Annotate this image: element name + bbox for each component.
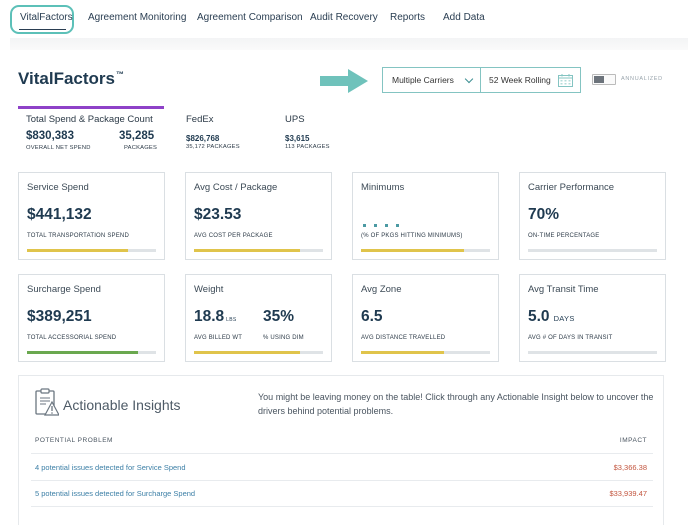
- carrier-tab-ups[interactable]: UPS: [285, 114, 305, 125]
- insight-impact-service-spend: $3,366.38: [613, 463, 647, 472]
- ups-amount: $3,615: [285, 134, 310, 143]
- pointer-arrow-icon: [320, 69, 368, 93]
- nav-item-audit-recovery[interactable]: Audit Recovery: [310, 12, 378, 23]
- card-service-spend[interactable]: Service Spend $441,132 TOTAL TRANSPORTAT…: [18, 172, 165, 260]
- column-header-impact: IMPACT: [619, 437, 647, 444]
- card-value: 5.0 DAYS: [528, 308, 575, 325]
- actionable-insights-panel: Actionable Insights You might be leaving…: [18, 375, 664, 525]
- card-carrier-performance[interactable]: Carrier Performance 70% ON-TIME PERCENTA…: [519, 172, 666, 260]
- insight-link-service-spend[interactable]: 4 potential issues detected for Service …: [35, 463, 186, 472]
- toggle-knob: [594, 76, 604, 83]
- card-progress: [194, 249, 323, 252]
- carrier-tab-fedex[interactable]: FedEx: [186, 114, 214, 125]
- card-minimums[interactable]: Minimums (% OF PKGS HITTING MINIMUMS): [352, 172, 499, 260]
- carrier-select[interactable]: Multiple Carriers: [383, 68, 481, 92]
- package-count-label: PACKAGES: [124, 145, 158, 151]
- calendar-icon[interactable]: [558, 74, 573, 87]
- card-title: Avg Zone: [361, 284, 402, 295]
- nav-item-reports[interactable]: Reports: [390, 12, 426, 23]
- card-surcharge-spend[interactable]: Surcharge Spend $389,251 TOTAL ACCESSORI…: [18, 274, 165, 362]
- top-nav: VitalFactors Agreement Monitoring Agreem…: [0, 0, 688, 38]
- period-select[interactable]: 52 Week Rolling: [489, 75, 551, 85]
- card-progress: [361, 351, 490, 354]
- insights-message: You might be leaving money on the table!…: [258, 392, 654, 416]
- card-title: Weight: [194, 284, 224, 295]
- card-title: Avg Transit Time: [528, 284, 599, 295]
- card-subtitle: (% OF PKGS HITTING MINIMUMS): [361, 233, 463, 239]
- card-avg-cost-package[interactable]: Avg Cost / Package $23.53 AVG COST PER P…: [185, 172, 332, 260]
- card-progress: [27, 249, 156, 252]
- card-progress-fill: [194, 249, 300, 252]
- divider: [31, 506, 653, 507]
- card-subtitle: TOTAL ACCESSORIAL SPEND: [27, 335, 117, 341]
- summary-active-bar: [18, 106, 164, 109]
- nav-active-underline: [19, 29, 66, 30]
- card-value: 6.5: [361, 308, 383, 325]
- card-title: Surcharge Spend: [27, 284, 101, 295]
- card-progress: [27, 351, 156, 354]
- card-progress-fill: [194, 351, 300, 354]
- nav-item-vitalfactors[interactable]: VitalFactors: [20, 12, 73, 23]
- divider: [31, 453, 653, 454]
- package-count-value: 35,285: [119, 130, 155, 142]
- card-subtitle: AVG BILLED WT: [194, 335, 243, 341]
- divider: [31, 480, 653, 481]
- net-spend-value: $830,383: [26, 130, 74, 142]
- insights-title: Actionable Insights: [63, 397, 181, 413]
- nav-item-agreement-comparison[interactable]: Agreement Comparison: [197, 12, 303, 23]
- card-subtitle: AVG DISTANCE TRAVELLED: [361, 335, 446, 341]
- header-band: [10, 38, 688, 50]
- net-spend-label: OVERALL NET SPEND: [26, 145, 91, 151]
- annualized-toggle[interactable]: [592, 74, 616, 85]
- card-value-dim: 35%: [263, 308, 295, 325]
- card-progress: [361, 249, 490, 252]
- card-avg-zone[interactable]: Avg Zone 6.5 AVG DISTANCE TRAVELLED: [352, 274, 499, 362]
- card-subtitle: TOTAL TRANSPORTATION SPEND: [27, 233, 129, 239]
- card-progress-fill: [27, 249, 128, 252]
- insight-link-surcharge-spend[interactable]: 5 potential issues detected for Surcharg…: [35, 489, 196, 498]
- card-weight[interactable]: Weight 18.8 LBS 35% AVG BILLED WT % USING…: [185, 274, 332, 362]
- column-header-problem: POTENTIAL PROBLEM: [35, 437, 113, 444]
- card-subtitle: AVG # OF DAYS IN TRANSIT: [528, 335, 613, 341]
- card-subtitle-dim: % USING DIM: [263, 335, 304, 341]
- card-title: Minimums: [361, 182, 405, 193]
- card-title: Avg Cost / Package: [194, 182, 278, 193]
- page-title: VitalFactors™: [18, 69, 125, 88]
- card-avg-transit-time[interactable]: Avg Transit Time 5.0 DAYS AVG # OF DAYS I…: [519, 274, 666, 362]
- card-title: Service Spend: [27, 182, 89, 193]
- nav-active-indicator: [10, 5, 74, 34]
- card-value: $389,251: [27, 308, 92, 325]
- summary-title: Total Spend & Package Count: [26, 114, 153, 125]
- card-subtitle: ON-TIME PERCENTAGE: [528, 233, 600, 239]
- chevron-down-icon: [464, 74, 474, 84]
- annualized-label: ANNUALIZED: [621, 76, 663, 82]
- card-progress: [528, 249, 657, 252]
- insight-impact-surcharge-spend: $33,939.47: [609, 489, 647, 498]
- ups-packages: 113 PACKAGES: [285, 144, 330, 150]
- card-progress-fill: [361, 351, 444, 354]
- card-value: 70%: [528, 206, 560, 223]
- card-progress: [528, 351, 657, 354]
- card-progress-fill: [361, 249, 465, 252]
- fedex-packages: 35,172 PACKAGES: [186, 144, 240, 150]
- card-title: Carrier Performance: [528, 182, 615, 193]
- nav-item-add-data[interactable]: Add Data: [443, 12, 485, 23]
- card-value: $441,132: [27, 206, 92, 223]
- card-progress-fill: [27, 351, 138, 354]
- loading-dots-icon: [363, 214, 407, 232]
- nav-item-agreement-monitoring[interactable]: Agreement Monitoring: [88, 12, 187, 23]
- clipboard-alert-icon: [35, 388, 59, 416]
- card-value: $23.53: [194, 206, 242, 223]
- filter-bar: Multiple Carriers 52 Week Rolling: [382, 67, 581, 93]
- fedex-amount: $826,768: [186, 134, 220, 143]
- card-value: 18.8 LBS: [194, 308, 237, 325]
- card-progress: [194, 351, 323, 354]
- card-subtitle: AVG COST PER PACKAGE: [194, 233, 273, 239]
